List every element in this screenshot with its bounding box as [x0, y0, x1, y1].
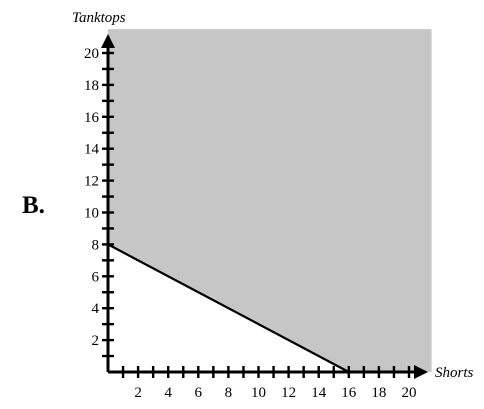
x-tick-label: 16	[341, 385, 357, 401]
x-tick-label: 10	[251, 385, 266, 401]
y-tick-label: 6	[92, 269, 100, 285]
x-tick-label: 18	[371, 385, 386, 401]
y-tick-label: 8	[92, 237, 100, 253]
x-tick-label: 20	[402, 385, 417, 401]
y-axis-title: Tanktops	[72, 10, 126, 26]
y-tick-label: 4	[92, 301, 100, 317]
x-tick-label: 4	[164, 385, 172, 401]
shaded-region	[108, 29, 432, 372]
x-tick-label: 14	[311, 385, 327, 401]
y-tick-label: 20	[84, 46, 99, 62]
y-tick-label: 18	[84, 78, 99, 94]
x-axis-title: Shorts	[435, 365, 474, 381]
y-tick-label: 10	[84, 206, 99, 222]
x-tick-label: 6	[195, 385, 203, 401]
x-tick-label: 8	[225, 385, 233, 401]
x-tick-label: 12	[281, 385, 296, 401]
y-tick-label: 12	[84, 174, 99, 190]
y-tick-label: 14	[84, 142, 100, 158]
option-label: B.	[22, 192, 45, 220]
x-tick-label: 2	[134, 385, 142, 401]
y-tick-label: 16	[84, 110, 100, 126]
y-tick-label: 2	[92, 333, 100, 349]
